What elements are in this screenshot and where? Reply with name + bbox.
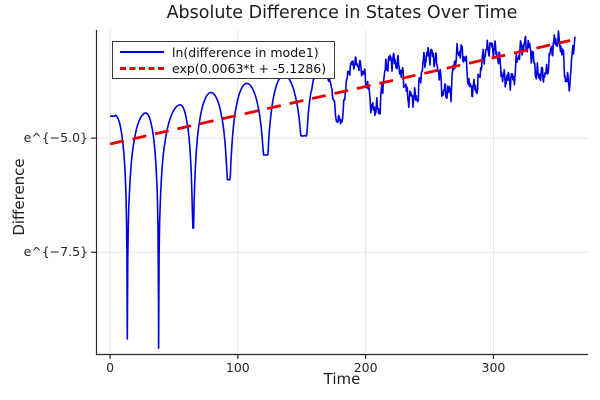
x-tick-label: 0 [106, 360, 114, 375]
y-axis-label: Difference [10, 158, 28, 236]
y-tick-label: e^{−7.5} [24, 244, 88, 259]
y-tick-label: e^{−5.0} [24, 130, 88, 145]
legend-line-dashed-red [120, 66, 164, 70]
axes: 0 100 200 300 e^{−5.0} e^{−7.5} [24, 30, 588, 375]
legend: ln(difference in mode1) exp(0.0063*t + -… [112, 41, 336, 79]
legend-label-fit: exp(0.0063*t + -5.1286) [172, 60, 327, 76]
legend-entry-fit: exp(0.0063*t + -5.1286) [120, 60, 326, 76]
legend-entry-mode1: ln(difference in mode1) [120, 44, 326, 60]
x-tick-label: 300 [482, 360, 506, 375]
legend-line-solid-blue [120, 51, 164, 53]
x-tick-label: 200 [354, 360, 378, 375]
chart-title: Absolute Difference in States Over Time [166, 3, 518, 23]
x-axis-label: Time [323, 370, 361, 388]
legend-label-mode1: ln(difference in mode1) [172, 44, 319, 60]
x-tick-label: 100 [226, 360, 250, 375]
series-line-fit [109, 39, 571, 146]
